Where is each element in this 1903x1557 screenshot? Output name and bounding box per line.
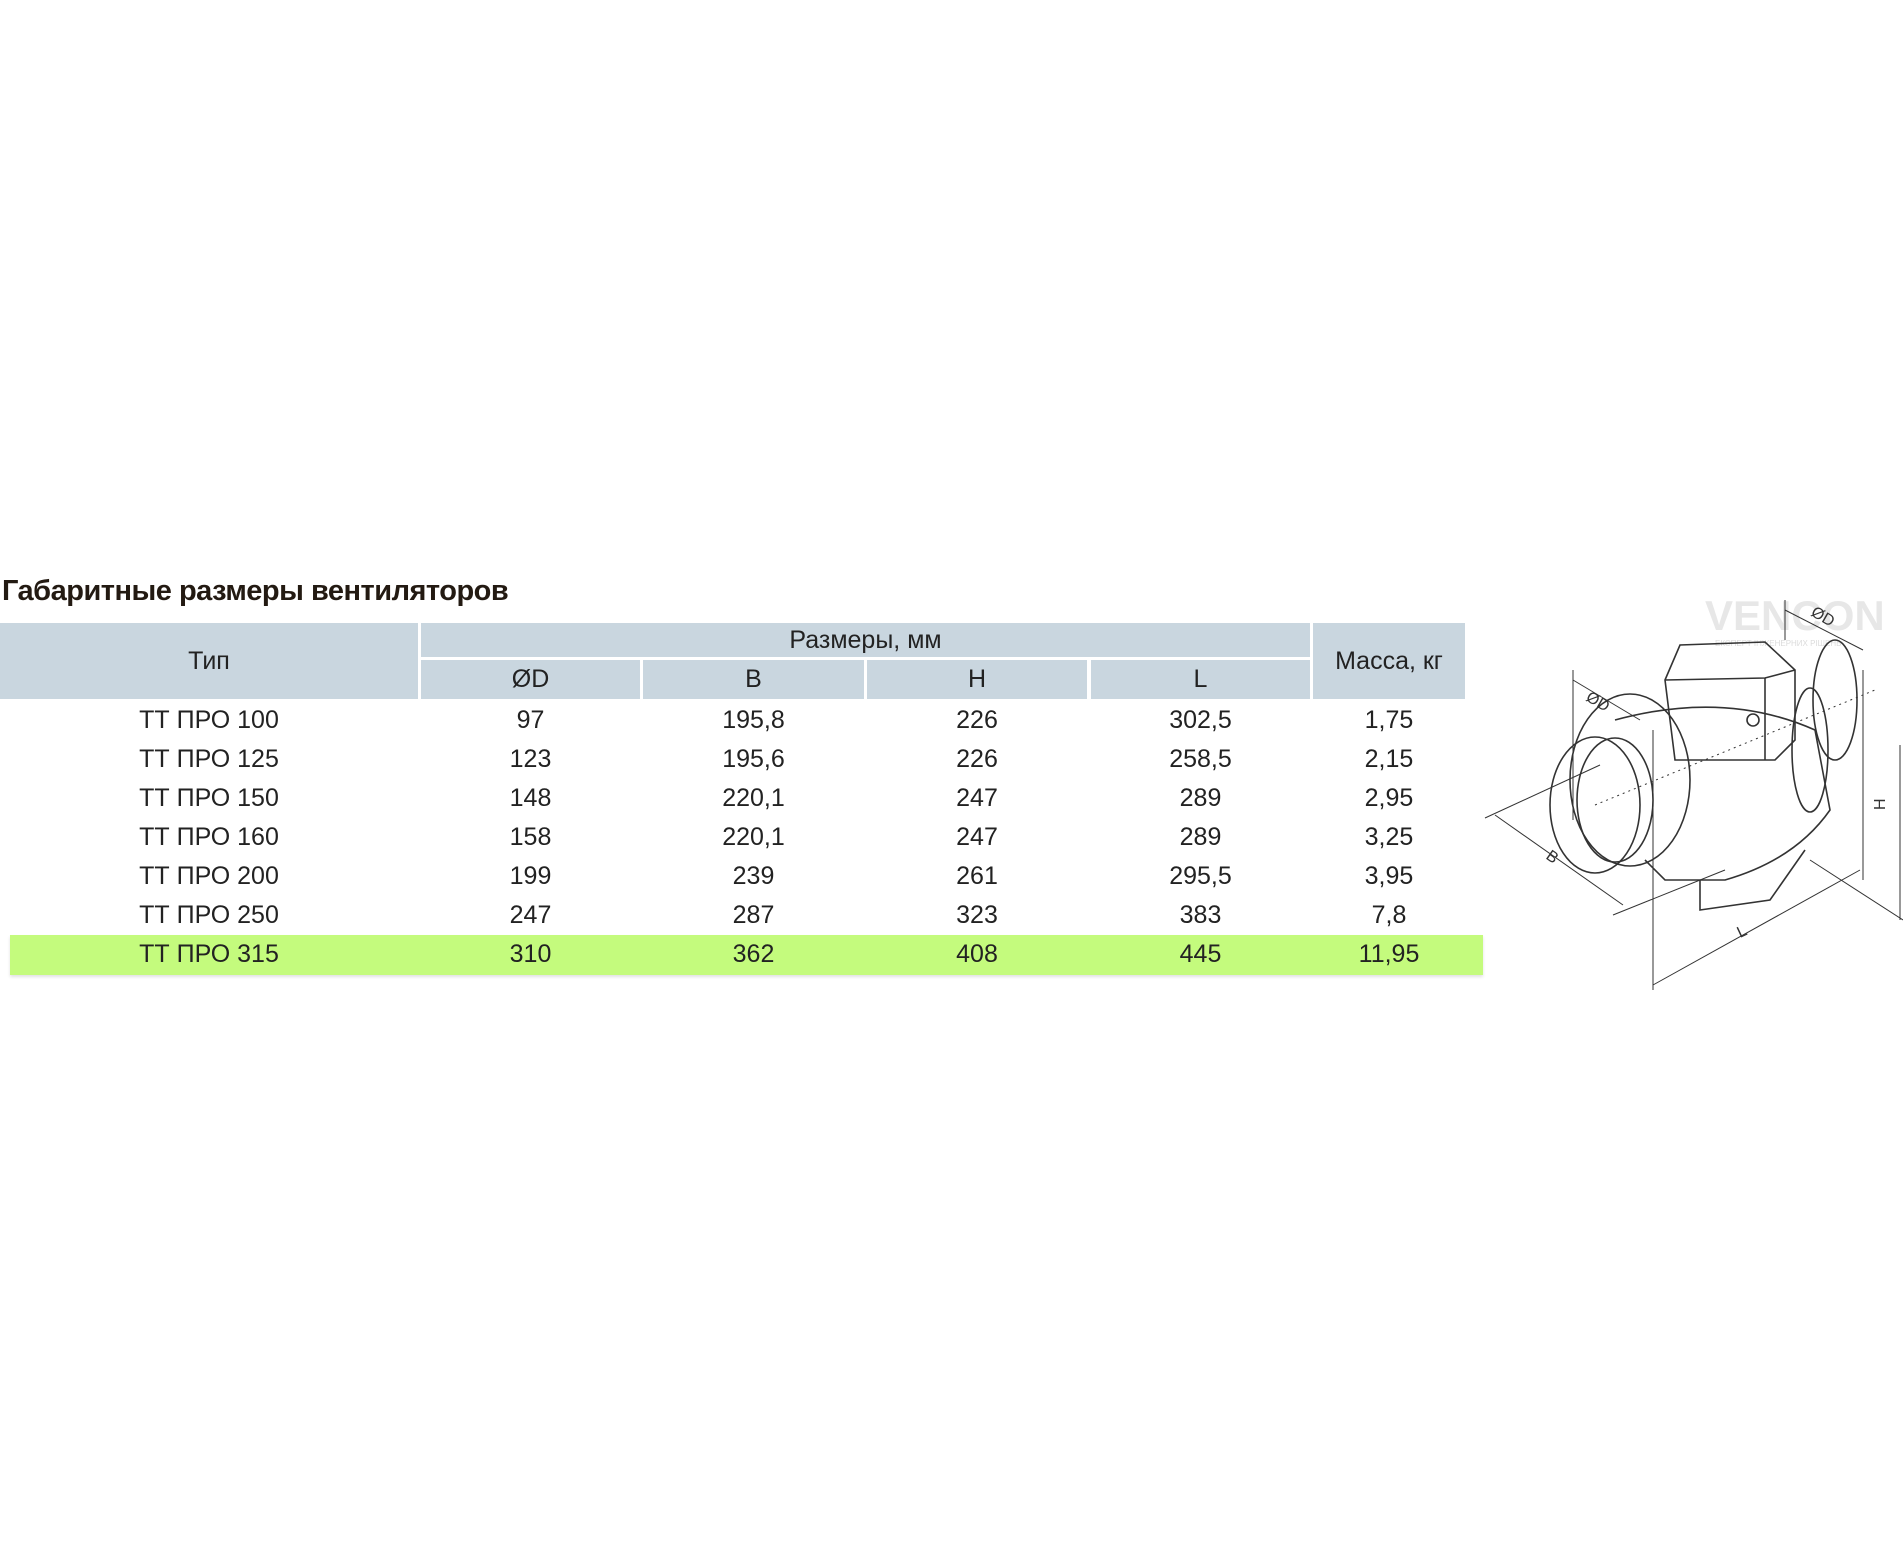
header-type: Тип <box>0 623 418 699</box>
table-cell: 1,75 <box>1364 706 1414 734</box>
table-cell: 3,25 <box>1364 823 1414 851</box>
table-cell: 2,15 <box>1364 745 1414 773</box>
table-cell: ТТ ПРО 160 <box>139 823 279 851</box>
table-cell: 220,1 <box>722 784 785 812</box>
table-cell: 323 <box>956 901 998 929</box>
table-cell: 261 <box>956 862 998 890</box>
header-b: B <box>643 660 864 699</box>
svg-text:ЕКСПЕРТ ІНЖЕНЕРНИХ РІШЕНЬ: ЕКСПЕРТ ІНЖЕНЕРНИХ РІШЕНЬ <box>1715 639 1841 648</box>
table-cell: 123 <box>509 745 552 773</box>
table-cell: 2,95 <box>1364 784 1414 812</box>
table-cell: 247 <box>956 823 998 851</box>
table-cell: 258,5 <box>1169 745 1232 773</box>
table-cell: 195,8 <box>722 706 785 734</box>
header-l: L <box>1091 660 1310 699</box>
table-cell: 295,5 <box>1169 862 1232 890</box>
table-cell: ТТ ПРО 200 <box>139 862 279 890</box>
table-cell: 247 <box>509 901 552 929</box>
table-cell: 445 <box>1179 940 1222 968</box>
header-h: H <box>867 660 1087 699</box>
table-cell: ТТ ПРО 100 <box>139 706 279 734</box>
table-cell: 148 <box>509 784 552 812</box>
table-cell: ТТ ПРО 250 <box>139 901 279 929</box>
table-cell: 310 <box>509 940 552 968</box>
table-cell: 195,6 <box>722 745 785 773</box>
table-cell: ТТ ПРО 315 <box>139 940 279 968</box>
header-d: ØD <box>421 660 640 699</box>
table-cell: 97 <box>516 706 545 734</box>
vencon-watermark: VENCON ЕКСПЕРТ ІНЖЕНЕРНИХ РІШЕНЬ <box>1705 592 1885 648</box>
table-cell: 383 <box>1179 901 1222 929</box>
table-cell: 7,8 <box>1371 901 1407 929</box>
table-cell: 287 <box>732 901 775 929</box>
table-cell: ТТ ПРО 150 <box>139 784 279 812</box>
highlighted-row-bg <box>10 935 1483 975</box>
table-cell: 247 <box>956 784 998 812</box>
label-h: H <box>1872 798 1889 810</box>
table-cell: ТТ ПРО 125 <box>139 745 279 773</box>
page-title: Габаритные размеры вентиляторов <box>2 575 509 607</box>
table-cell: 220,1 <box>722 823 785 851</box>
table-cell: 3,95 <box>1364 862 1414 890</box>
table-cell: 408 <box>956 940 998 968</box>
header-mass: Масса, кг <box>1313 623 1465 699</box>
header-dimensions: Размеры, мм <box>421 623 1310 657</box>
table-cell: 226 <box>956 745 998 773</box>
table-cell: 362 <box>732 940 775 968</box>
table-cell: 226 <box>956 706 998 734</box>
table-cell: 158 <box>509 823 552 851</box>
table-cell: 289 <box>1179 823 1222 851</box>
fan-dimension-drawing: VENCON ЕКСПЕРТ ІНЖЕНЕРНИХ РІШЕНЬ ØD ØD B… <box>1484 592 1903 990</box>
label-d-front: ØD <box>1583 689 1612 716</box>
table-cell: 239 <box>732 862 775 890</box>
table-cell: 302,5 <box>1169 706 1232 734</box>
table-cell: 11,95 <box>1358 940 1420 968</box>
table-cell: 199 <box>509 862 552 890</box>
table-cell: 289 <box>1179 784 1222 812</box>
